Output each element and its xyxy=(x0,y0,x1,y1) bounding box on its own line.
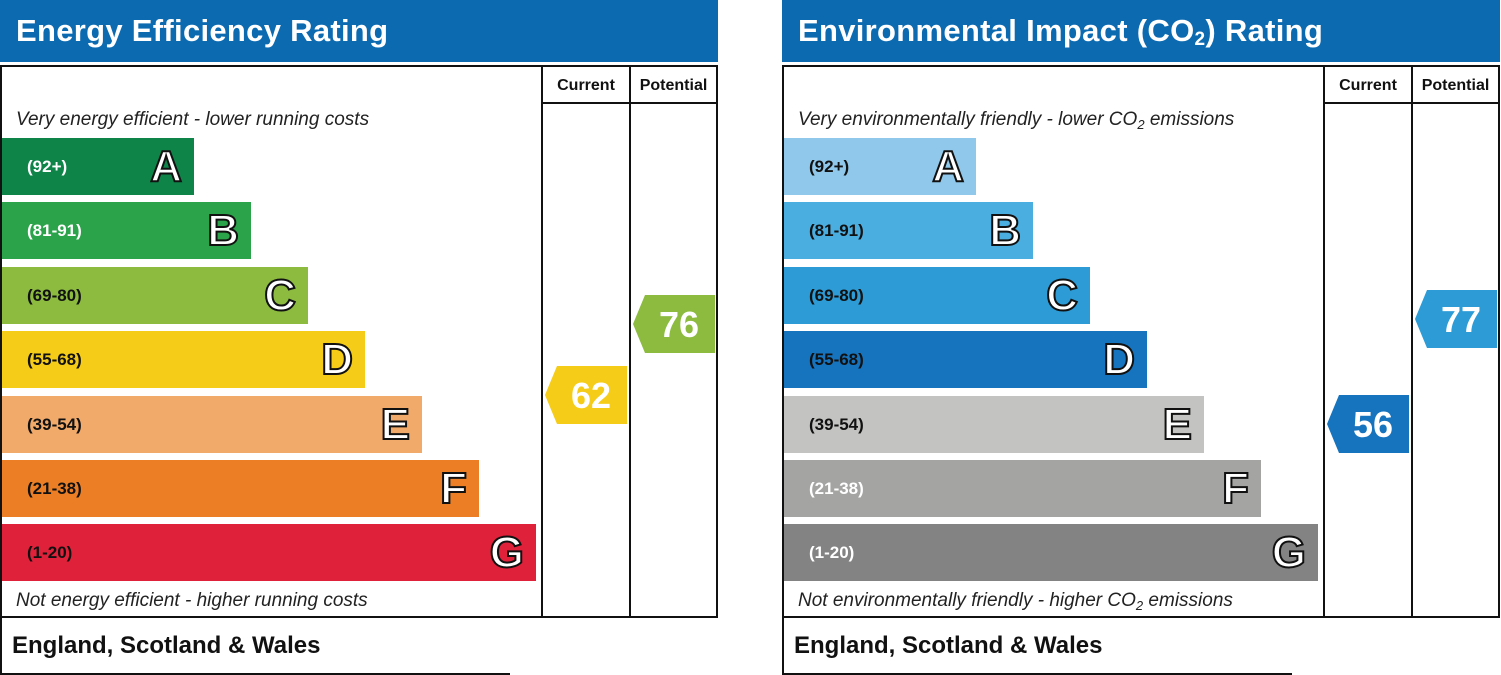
title-subscript: 2 xyxy=(1194,29,1206,50)
band-range-label: (21-38) xyxy=(27,479,82,498)
band-letter: G xyxy=(1271,527,1307,578)
note-subscript: 2 xyxy=(1137,117,1145,132)
region-footer: England, Scotland & Wales xyxy=(782,618,1292,675)
band-range-label: (81-91) xyxy=(27,221,82,241)
band-d: (55-68) D xyxy=(784,331,1147,389)
potential-column-header: Potential xyxy=(639,77,708,94)
band-e: (39-54) E xyxy=(2,395,422,453)
current-rating-value: 56 xyxy=(1352,403,1394,445)
energy-efficiency-panel: Energy Efficiency Rating Current Potenti… xyxy=(0,0,718,675)
band-f: (21-38) F xyxy=(2,460,479,517)
arrow-polygon xyxy=(1327,394,1409,453)
band-g: (1-20) G xyxy=(784,524,1318,582)
note-text-end: emissions xyxy=(1143,590,1233,611)
band-letter: A xyxy=(149,141,183,192)
arrow-polygon xyxy=(545,366,627,424)
arrow-polygon xyxy=(633,295,715,354)
band-range-label: (1-20) xyxy=(27,543,73,563)
bottom-note: Not environmentally friendly - higher CO… xyxy=(798,590,1233,613)
current-rating-arrow: 62 xyxy=(545,366,627,424)
band-letter: F xyxy=(439,463,468,514)
band-range-label: (69-80) xyxy=(27,285,82,305)
band-range-label: (39-54) xyxy=(809,414,864,434)
band-range-label: (92+) xyxy=(809,157,850,176)
current-column-header: Current xyxy=(557,77,615,94)
current-rating-value: 62 xyxy=(570,375,612,416)
column-divider xyxy=(629,67,631,616)
header-divider xyxy=(541,102,716,104)
top-note: Very energy efficient - lower running co… xyxy=(16,109,370,130)
environmental-impact-panel: Environmental Impact (CO2) Rating Curren… xyxy=(782,0,1500,675)
current-rating-arrow: 56 xyxy=(1327,394,1409,453)
band-range-label: (55-68) xyxy=(809,350,864,370)
panel-title: Energy Efficiency Rating xyxy=(0,0,718,62)
note-text-end: emissions xyxy=(1144,109,1235,130)
band-b: (81-91) B xyxy=(784,202,1033,260)
band-range-label: (92+) xyxy=(27,157,68,176)
band-range-label: (21-38) xyxy=(809,479,864,498)
band-a: (92+) A xyxy=(784,138,976,195)
band-letter: C xyxy=(1045,270,1079,321)
potential-rating-value: 76 xyxy=(658,304,700,346)
rating-frame: Current Potential Very environmentally f… xyxy=(782,65,1500,618)
arrow-shape xyxy=(545,366,627,424)
band-letter: A xyxy=(931,141,965,192)
arrow-shape xyxy=(1327,394,1409,453)
band-b: (81-91) B xyxy=(2,202,251,260)
band-range-label: (1-20) xyxy=(809,543,855,563)
band-range-label: (55-68) xyxy=(27,350,82,370)
bottom-note: Not energy efficient - higher running co… xyxy=(16,590,368,611)
title-text: Environmental Impact (CO xyxy=(798,13,1195,48)
band-letter: D xyxy=(1102,334,1136,385)
region-footer: England, Scotland & Wales xyxy=(0,618,510,675)
band-c: (69-80) C xyxy=(2,266,308,324)
potential-rating-arrow: 76 xyxy=(633,295,715,354)
band-a: (92+) A xyxy=(2,138,194,195)
band-letter: B xyxy=(206,205,240,256)
potential-column-header: Potential xyxy=(1421,77,1490,94)
band-letter: F xyxy=(1221,463,1250,514)
band-e: (39-54) E xyxy=(784,395,1204,453)
column-divider xyxy=(541,67,543,616)
rating-frame: Current Potential Very energy efficient … xyxy=(0,65,718,618)
potential-rating-arrow: 77 xyxy=(1415,289,1497,348)
panel-title: Environmental Impact (CO2) Rating xyxy=(782,0,1500,62)
arrow-shape xyxy=(633,295,715,354)
band-g: (1-20) G xyxy=(2,524,536,582)
band-d: (55-68) D xyxy=(2,331,365,389)
note-text: Very environmentally friendly - lower CO xyxy=(798,109,1138,130)
band-letter: G xyxy=(489,527,525,578)
band-f: (21-38) F xyxy=(784,460,1261,517)
title-text-end: ) Rating xyxy=(1205,13,1324,48)
band-letter: E xyxy=(380,399,411,450)
arrow-polygon xyxy=(1415,289,1497,348)
band-range-label: (69-80) xyxy=(809,285,864,305)
top-note: Very environmentally friendly - lower CO… xyxy=(798,109,1234,132)
band-range-label: (39-54) xyxy=(27,414,82,434)
note-subscript: 2 xyxy=(1135,598,1144,613)
column-divider xyxy=(1323,67,1325,616)
band-letter: E xyxy=(1162,399,1193,450)
current-column-header: Current xyxy=(1339,77,1397,94)
note-text: Not environmentally friendly - higher CO xyxy=(798,590,1136,611)
band-c: (69-80) C xyxy=(784,266,1090,324)
band-letter: B xyxy=(988,205,1022,256)
header-divider xyxy=(1323,102,1498,104)
band-letter: C xyxy=(263,270,297,321)
band-letter: D xyxy=(320,334,354,385)
band-range-label: (81-91) xyxy=(809,221,864,241)
arrow-shape xyxy=(1415,289,1497,348)
potential-rating-value: 77 xyxy=(1440,298,1482,340)
column-divider xyxy=(1411,67,1413,616)
